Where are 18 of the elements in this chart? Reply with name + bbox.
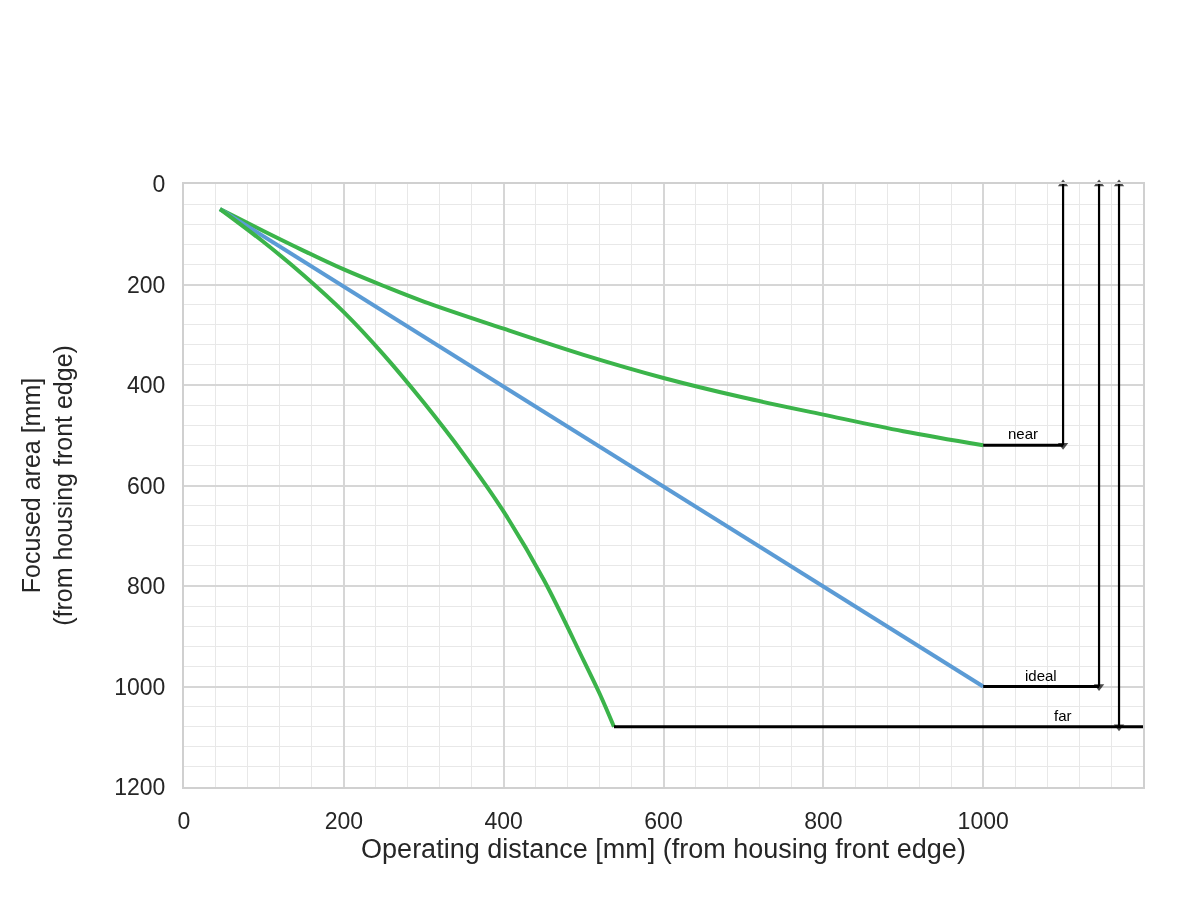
x-tick-label: 600 (644, 807, 683, 834)
x-axis-title: Operating distance [mm] (from housing front edge) (361, 833, 966, 864)
x-tick-label: 200 (324, 807, 364, 834)
x-tick-label: 0 (177, 807, 191, 834)
x-tick-label: 800 (804, 807, 843, 834)
y-tick-label: 1000 (114, 673, 166, 700)
y-tick-label: 0 (152, 171, 166, 198)
series-label: far (1054, 707, 1072, 724)
series-label: ideal (1025, 667, 1057, 684)
y-tick-label: 400 (127, 372, 166, 399)
y-axis-title: Focused area [mm] (from housing front edge) (16, 345, 78, 626)
series-label: near (1008, 425, 1039, 442)
x-tick-label: 1000 (957, 807, 1009, 834)
y-tick-label: 1200 (114, 774, 166, 801)
x-tick-label: 400 (484, 807, 523, 834)
y-tick-label: 200 (127, 271, 166, 298)
y-tick-label: 800 (127, 573, 166, 600)
y-tick-label: 600 (127, 472, 166, 499)
